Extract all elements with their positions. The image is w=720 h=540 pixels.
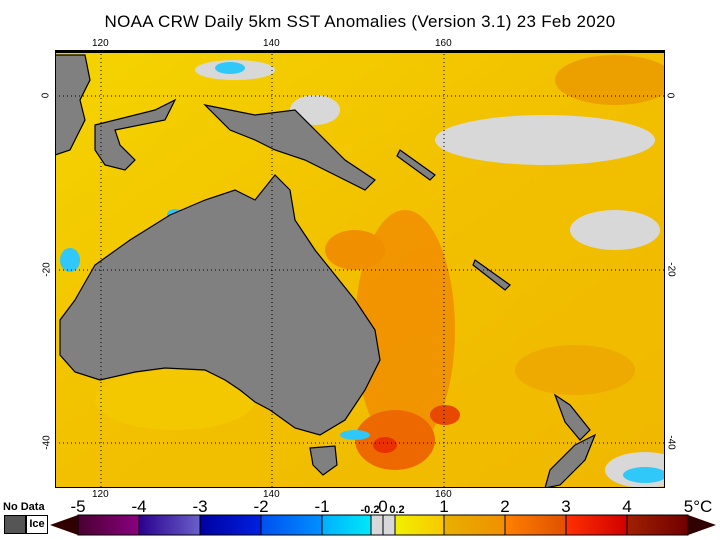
colorbar-segment — [504, 514, 567, 536]
lat-label-right: -40 — [665, 435, 677, 450]
lat-label-left: -20 — [41, 262, 53, 277]
colorbar-tick-zero: 0 — [378, 497, 388, 516]
lon-label-bottom: 120 — [92, 489, 109, 500]
ice-swatch: Ice — [26, 515, 48, 534]
colorbar-segment — [370, 514, 384, 536]
no-data-label: No Data — [3, 501, 45, 513]
tasmania — [309, 445, 338, 476]
lon-label-top: 160 — [435, 38, 452, 49]
colorbar-segment — [394, 514, 445, 536]
borneo — [55, 54, 91, 156]
lon-label-bottom: 160 — [435, 489, 452, 500]
lat-label-right: 0 — [664, 92, 676, 99]
australia — [59, 174, 381, 436]
lat-label-left: -40 — [41, 435, 53, 450]
new-guinea — [203, 104, 376, 191]
sulawesi — [94, 98, 177, 171]
lon-label-bottom: 140 — [263, 489, 280, 500]
colorbar-segment — [382, 514, 396, 536]
colorbar-segment — [138, 514, 201, 536]
colorbar-low-arrow — [50, 515, 78, 535]
colorbar-high-arrow — [688, 515, 716, 535]
colorbar-tick: -3 — [192, 497, 208, 516]
colorbar-segment — [565, 514, 628, 536]
land — [55, 54, 597, 488]
colorbar — [50, 514, 716, 536]
colorbar-tick: 4 — [622, 497, 632, 516]
colorbar-tick: 3 — [561, 497, 571, 516]
colorbar-tick: -1 — [314, 497, 330, 516]
colorbar-tick: 5°C — [683, 497, 713, 516]
new-zealand-south — [544, 433, 597, 488]
colorbar-segment — [321, 514, 372, 536]
lon-label-top: 140 — [263, 38, 280, 49]
colorbar-tick: -5 — [70, 497, 86, 516]
lat-label-right: -20 — [665, 262, 677, 277]
colorbar-small-tick: 0.2 — [389, 504, 405, 516]
colorbar-segment — [77, 514, 140, 536]
colorbar-segment — [260, 514, 323, 536]
lat-label-left: 0 — [40, 92, 52, 99]
solomon-islands — [396, 149, 436, 181]
colorbar-tick: 1 — [439, 497, 449, 516]
colorbar-segment — [626, 514, 689, 536]
lon-label-top: 120 — [92, 38, 109, 49]
new-zealand-north — [553, 393, 591, 441]
new-caledonia — [472, 259, 511, 291]
no-data-swatch — [4, 515, 26, 534]
colorbar-tick: -2 — [253, 497, 269, 516]
colorbar-tick: 2 — [500, 497, 510, 516]
map-title: NOAA CRW Daily 5km SST Anomalies (Versio… — [104, 12, 616, 31]
graticule — [55, 50, 665, 488]
colorbar-segment — [199, 514, 262, 536]
sst-anomaly-map — [55, 50, 665, 488]
colorbar-segment — [443, 514, 506, 536]
colorbar-tick: -4 — [131, 497, 147, 516]
colorbar-small-tick: -0.2 — [360, 504, 380, 516]
